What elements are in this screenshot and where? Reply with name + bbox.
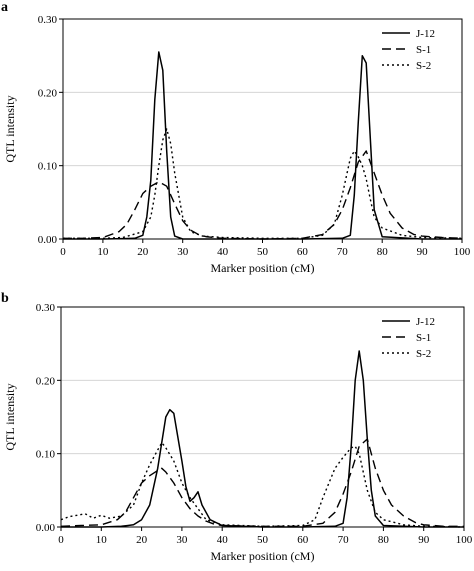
- x-tick-label: 100: [454, 246, 471, 258]
- x-tick-label: 60: [297, 246, 309, 258]
- legend-label: S-1: [416, 332, 431, 344]
- x-tick-label: 20: [137, 246, 149, 258]
- y-tick-label: 0.00: [38, 234, 58, 246]
- x-tick-label: 40: [217, 246, 229, 258]
- y-tick-label: 0.00: [36, 522, 56, 534]
- series-line-s-2: [63, 128, 463, 240]
- series-line-j-12: [61, 350, 464, 528]
- x-tick-label: 50: [257, 534, 269, 546]
- x-tick-label: 0: [60, 246, 66, 258]
- x-tick-label: 20: [136, 534, 148, 546]
- x-tick-label: 80: [377, 246, 389, 258]
- legend-label: J-12: [416, 28, 435, 40]
- x-tick-label: 50: [257, 246, 269, 258]
- y-tick-label: 0.30: [38, 14, 58, 26]
- panel-b: b 0 10 20 30 40 50 60 70 80 90 100 0.00 0.10 0.20 0.30…: [1, 291, 473, 563]
- y-tick-label: 0.20: [38, 87, 58, 99]
- plot-area: [60, 306, 465, 528]
- panel-a: a 0 10 20 30 40 50 60 70 80 90 100 0.00 0.10 0.20 0.30…: [1, 0, 471, 275]
- x-tick-label: 10: [97, 246, 109, 258]
- panel-letter: a: [1, 0, 8, 15]
- y-axis-title: QTL intensity: [3, 95, 17, 162]
- x-tick-label: 70: [338, 534, 350, 546]
- legend: J-12 S-1 S-2: [382, 28, 435, 72]
- x-tick-label: 30: [176, 534, 188, 546]
- legend-label: S-2: [416, 60, 431, 72]
- legend-label: S-1: [416, 44, 431, 56]
- x-axis-title: Marker position (cM): [211, 261, 315, 275]
- x-tick-label: 90: [418, 534, 430, 546]
- x-tick-label: 70: [337, 246, 349, 258]
- y-tick-label: 0.10: [36, 449, 56, 461]
- x-tick-label: 90: [417, 246, 429, 258]
- panel-letter: b: [1, 291, 9, 306]
- x-axis-title: Marker position (cM): [211, 549, 315, 563]
- x-tick-label: 0: [58, 534, 64, 546]
- x-tick-label: 40: [217, 534, 229, 546]
- y-tick-label: 0.30: [36, 302, 56, 314]
- legend: J-12 S-1 S-2: [382, 316, 435, 360]
- x-tick-label: 10: [96, 534, 108, 546]
- x-tick-label: 30: [177, 246, 189, 258]
- y-axis-title: QTL intensity: [3, 383, 17, 450]
- series-line-s-1: [63, 150, 463, 240]
- x-tick-label: 100: [456, 534, 473, 546]
- y-tick-label: 0.10: [38, 161, 58, 173]
- y-tick-label: 0.20: [36, 375, 56, 387]
- x-tick-label: 80: [378, 534, 390, 546]
- legend-label: J-12: [416, 316, 435, 328]
- legend-label: S-2: [416, 348, 431, 360]
- series-line-s-1: [60, 438, 464, 527]
- x-tick-label: 60: [297, 534, 309, 546]
- plot-area: [62, 18, 463, 240]
- series-line-j-12: [63, 51, 462, 240]
- series-line-s-2: [60, 442, 465, 528]
